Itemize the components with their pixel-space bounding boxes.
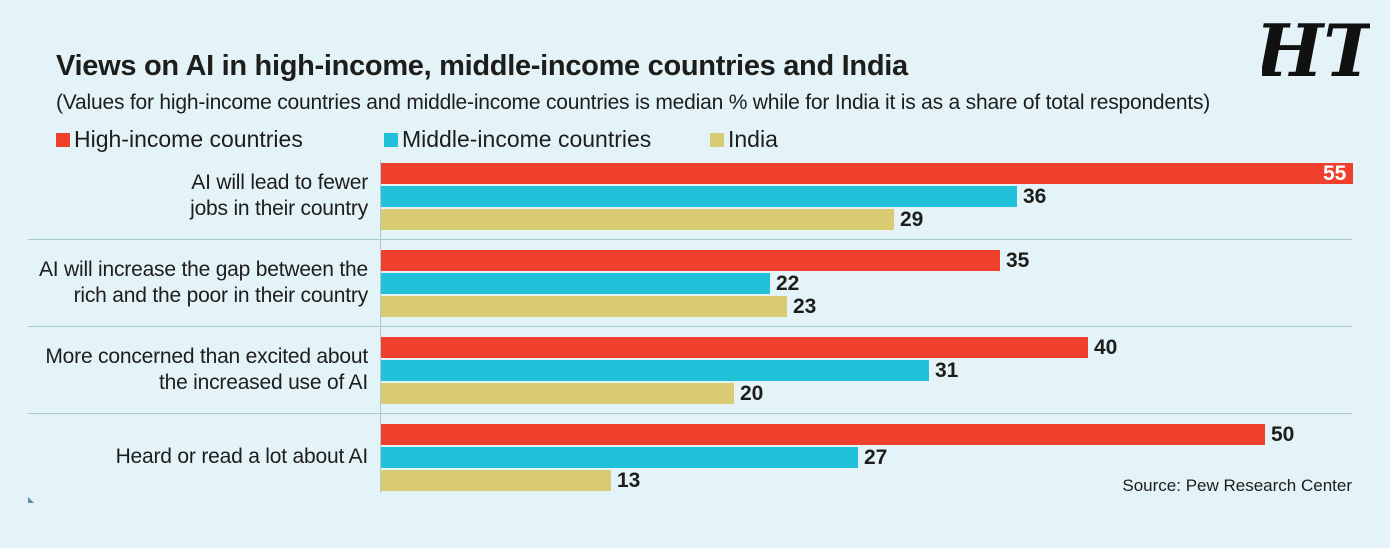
bar-value-label: 22 [776,272,800,295]
category-label-line: Heard or read a lot about AI [115,445,369,468]
group-separator [28,239,1352,240]
bar-high-income-countries [381,163,1353,184]
category-label-line: More concerned than excited about [45,345,368,368]
category-label-line: the increased use of AI [158,371,368,394]
legend-swatch [384,133,398,147]
category-label-line: jobs in their country [190,197,368,220]
legend-swatch [710,133,724,147]
bar-high-income-countries [381,424,1265,445]
bar-value-label: 31 [935,359,959,382]
legend-label: High-income countries [74,126,303,152]
bar-value-label: 35 [1006,249,1030,272]
bar-middle-income-countries [381,186,1017,207]
bar-india [381,470,611,491]
bar-high-income-countries [381,337,1088,358]
group-separator [28,326,1352,327]
bar-high-income-countries [381,250,1000,271]
category-label-line: AI will lead to fewer [191,171,368,194]
chart-subtitle: (Values for high-income countries and mi… [56,91,1211,114]
bar-value-label: 36 [1023,185,1047,208]
bar-india [381,209,894,230]
legend-swatch [56,133,70,147]
bar-middle-income-countries [381,273,770,294]
bar-value-label: 40 [1094,336,1118,359]
group-separator [28,413,1352,414]
legend-label: India [728,126,778,152]
bar-value-label: 55 [1323,162,1347,185]
source-note: Source: Pew Research Center [1122,476,1352,495]
category-label-line: AI will increase the gap between the [38,258,368,281]
category-label: AI will lead to fewer jobs in their count… [190,170,368,222]
category-label: More concerned than excited about the inc… [45,344,368,396]
category-label-line: rich and the poor in their country [73,284,369,307]
chart-title: Views on AI in high-income, middle-incom… [56,50,908,82]
bar-value-label: 29 [900,208,924,231]
legend-label: Middle-income countries [402,126,652,152]
bar-value-label: 23 [793,295,817,318]
category-label: AI will increase the gap between the rich… [39,257,368,309]
ht-logo: HT [1262,14,1370,86]
bar-india [381,296,787,317]
bar-value-label: 20 [740,382,764,405]
bar-value-label: 27 [864,446,888,469]
bar-india [381,383,734,404]
svg-text:HT: HT [1262,14,1370,86]
bar-middle-income-countries [381,447,858,468]
bar-value-label: 50 [1271,423,1295,446]
bar-value-label: 13 [617,469,641,492]
bar-middle-income-countries [381,360,929,381]
corner-mark [28,497,34,503]
category-label: Heard or read a lot about AI [115,444,369,470]
